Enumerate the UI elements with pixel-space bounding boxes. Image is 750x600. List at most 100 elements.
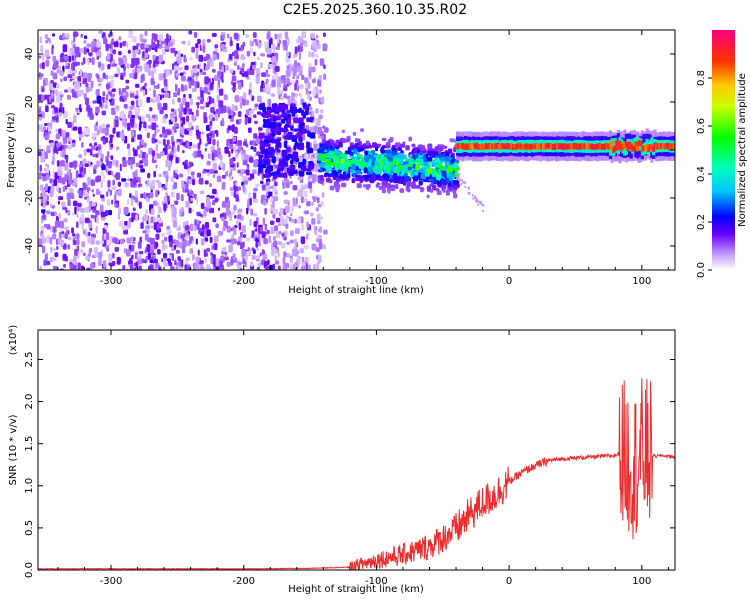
- heatmap-cell: [248, 156, 254, 163]
- heatmap-cell: [95, 240, 101, 245]
- heatmap-cell: [296, 132, 302, 138]
- heatmap-cell: [140, 258, 145, 264]
- heatmap-cell: [266, 73, 270, 78]
- heatmap-cell: [193, 150, 198, 159]
- heatmap-cell: [123, 71, 126, 77]
- heatmap-cell: [326, 140, 331, 147]
- heatmap-cell: [301, 109, 305, 116]
- heatmap-cell: [201, 131, 205, 135]
- y-tick-label: 2.5: [24, 352, 35, 368]
- heatmap-cell: [263, 159, 269, 166]
- heatmap-cell: [212, 217, 217, 223]
- heatmap-cell: [276, 115, 281, 121]
- heatmap-cell: [67, 145, 73, 150]
- heatmap-cell: [44, 49, 50, 58]
- heatmap-cell: [246, 76, 250, 80]
- heatmap-cell: [264, 223, 268, 231]
- heatmap-cell: [292, 70, 297, 76]
- heatmap-cell: [188, 121, 193, 128]
- heatmap-cell: [221, 78, 224, 83]
- heatmap-cell: [155, 241, 159, 248]
- heatmap-cell: [122, 56, 127, 65]
- heatmap-cell: [236, 119, 239, 125]
- heatmap-cell: [120, 75, 123, 80]
- heatmap-cell: [111, 237, 115, 243]
- heatmap-cell: [38, 94, 42, 102]
- heatmap-cell: [123, 229, 128, 235]
- heatmap-cell: [81, 171, 85, 178]
- heatmap-cell: [216, 175, 222, 183]
- heatmap-cell: [188, 30, 193, 35]
- heatmap-cell: [61, 177, 66, 185]
- heatmap-cell: [185, 101, 190, 108]
- heatmap-cell: [197, 142, 201, 150]
- heatmap-cell: [272, 49, 276, 54]
- heatmap-cell: [282, 156, 288, 161]
- heatmap-cell: [55, 133, 61, 140]
- heatmap-cell: [395, 183, 399, 190]
- heatmap-cell: [146, 198, 150, 203]
- heatmap-cell: [251, 247, 255, 252]
- heatmap-cell: [176, 227, 182, 232]
- heatmap-cell: [283, 80, 286, 88]
- heatmap-cell: [88, 187, 91, 191]
- heatmap-cell: [102, 91, 106, 97]
- heatmap-cell: [181, 134, 184, 138]
- heatmap-cell: [60, 239, 65, 246]
- heatmap-cell: [260, 53, 265, 57]
- heatmap-cell: [56, 245, 59, 251]
- heatmap-cell: [323, 229, 328, 235]
- heatmap-cell: [50, 105, 56, 109]
- heatmap-cell: [264, 208, 267, 215]
- heatmap-cell: [149, 191, 154, 199]
- heatmap-cell: [63, 264, 67, 268]
- heatmap-cell: [52, 155, 55, 162]
- heatmap-cell: [298, 120, 302, 125]
- heatmap-cell: [307, 177, 311, 182]
- heatmap-cell: [334, 164, 338, 171]
- heatmap-cell: [277, 241, 282, 246]
- heatmap-cell: [228, 150, 231, 158]
- heatmap-cell: [69, 78, 72, 82]
- heatmap-cell: [229, 213, 233, 222]
- spectrogram-x-ticks: -300 -200 -100 0 100: [57, 30, 669, 287]
- heatmap-cell: [41, 218, 44, 224]
- heatmap-cell: [40, 155, 46, 163]
- heatmap-cell: [171, 246, 175, 252]
- heatmap-cell: [87, 160, 91, 165]
- heatmap-cell: [265, 84, 270, 92]
- heatmap-cell: [300, 236, 306, 244]
- heatmap-cell: [265, 78, 269, 83]
- heatmap-cell: [202, 71, 207, 76]
- heatmap-cell: [106, 158, 109, 167]
- heatmap-cell: [168, 163, 171, 172]
- heatmap-cell: [72, 126, 78, 131]
- heatmap-cell: [80, 33, 83, 38]
- heatmap-cell: [140, 193, 144, 199]
- heatmap-cell: [323, 73, 327, 80]
- heatmap-cell: [72, 200, 78, 207]
- heatmap-cell: [47, 223, 51, 228]
- heatmap-cell: [268, 146, 274, 151]
- heatmap-cell: [151, 136, 156, 144]
- heatmap-cell: [149, 259, 154, 264]
- heatmap-cell: [181, 142, 187, 146]
- heatmap-cell: [284, 44, 288, 51]
- heatmap-cell: [173, 129, 177, 133]
- heatmap-cell: [291, 218, 295, 224]
- heatmap-cell: [46, 235, 50, 244]
- heatmap-cell: [49, 178, 53, 184]
- heatmap-cell: [309, 132, 316, 139]
- heatmap-cell: [137, 257, 142, 265]
- heatmap-cell: [130, 198, 134, 206]
- heatmap-cell: [163, 132, 168, 138]
- y-tick-label: 0: [24, 147, 35, 153]
- heatmap-cell: [408, 136, 413, 142]
- heatmap-cell: [202, 45, 206, 53]
- heatmap-cell: [245, 109, 250, 116]
- heatmap-cell: [237, 214, 242, 220]
- heatmap-cell: [144, 82, 148, 87]
- heatmap-cell: [162, 126, 166, 135]
- heatmap-cell: [215, 223, 219, 229]
